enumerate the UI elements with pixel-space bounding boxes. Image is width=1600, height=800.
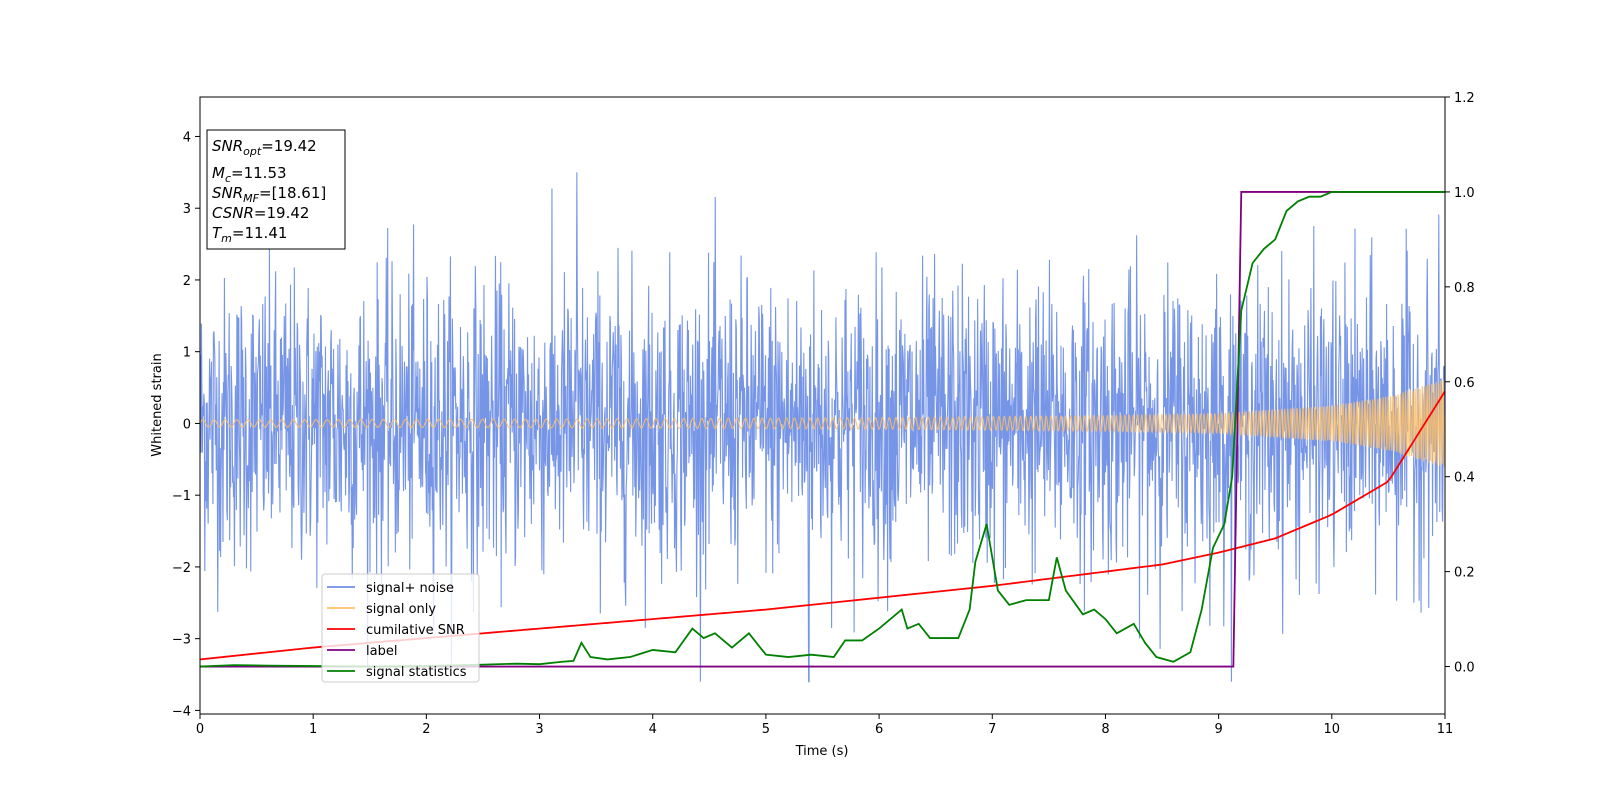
y-tick-label: 1 (183, 346, 191, 361)
y-tick-label: −2 (172, 561, 191, 576)
annotation-box: SNRopt=19.42 Mc=11.53 SNRMF=[18.61] CSNR… (206, 129, 346, 250)
y-axis-label: Whitened strain (150, 353, 165, 456)
x-tick-label: 4 (649, 722, 657, 737)
x-tick-label: 3 (535, 722, 543, 737)
x-tick-label: 11 (1437, 722, 1454, 737)
legend-label: cumilative SNR (366, 623, 465, 638)
y2-tick-label: 0.2 (1454, 566, 1475, 581)
plot-frame (199, 96, 1446, 715)
y-tick-label: −1 (172, 489, 191, 504)
annotation-tm: Tm=11.41 (212, 224, 287, 245)
y2-tick-label: 1.0 (1454, 186, 1475, 201)
legend-label: label (366, 644, 397, 659)
y-tick-label: 3 (183, 202, 191, 217)
y-tick-label: 2 (183, 274, 191, 289)
x-tick-label: 5 (762, 722, 770, 737)
y2-tick-label: 0.0 (1454, 661, 1475, 676)
legend-label: signal statistics (366, 665, 467, 680)
x-tick-label: 1 (309, 722, 317, 737)
annotation-csnr: CSNR=19.42 (212, 204, 309, 222)
y2-tick-label: 1.2 (1454, 91, 1475, 106)
y-tick-label: −3 (172, 633, 191, 648)
y-tick-label: −4 (172, 704, 191, 719)
y-tick-label: 0 (183, 417, 191, 432)
x-tick-label: 10 (1324, 722, 1341, 737)
x-tick-label: 9 (1214, 722, 1222, 737)
annotation-snr-mf: SNRMF=[18.61] (212, 184, 326, 205)
x-axis-label: Time (s) (795, 744, 849, 759)
x-tick-label: 0 (196, 722, 204, 737)
annotation-mc: Mc=11.53 (212, 164, 287, 185)
legend-label: signal only (366, 602, 436, 617)
y2-tick-label: 0.6 (1454, 376, 1475, 391)
y2-tick-label: 0.8 (1454, 281, 1475, 296)
x-tick-label: 6 (875, 722, 883, 737)
y-tick-label: 4 (183, 130, 191, 145)
legend-frame (321, 573, 480, 683)
x-tick-label: 7 (988, 722, 996, 737)
x-tick-label: 2 (422, 722, 430, 737)
annotation-frame (206, 129, 346, 250)
x-tick-label: 8 (1101, 722, 1109, 737)
axes-layer: 0 1 2 3 4 5 6 7 8 9 10 11 −4 −3 −2 −1 0 1 2 3 4 0.0 0.2 0.4 0.6 0… (172, 91, 1475, 737)
y2-tick-label: 0.4 (1454, 471, 1475, 486)
series-signal-statistics (200, 191, 1445, 668)
annotation-snr-opt: SNRopt=19.42 (212, 137, 317, 158)
legend: signal+ noise signal only cumilative SNR la… (321, 573, 480, 683)
legend-label: signal+ noise (366, 581, 454, 596)
